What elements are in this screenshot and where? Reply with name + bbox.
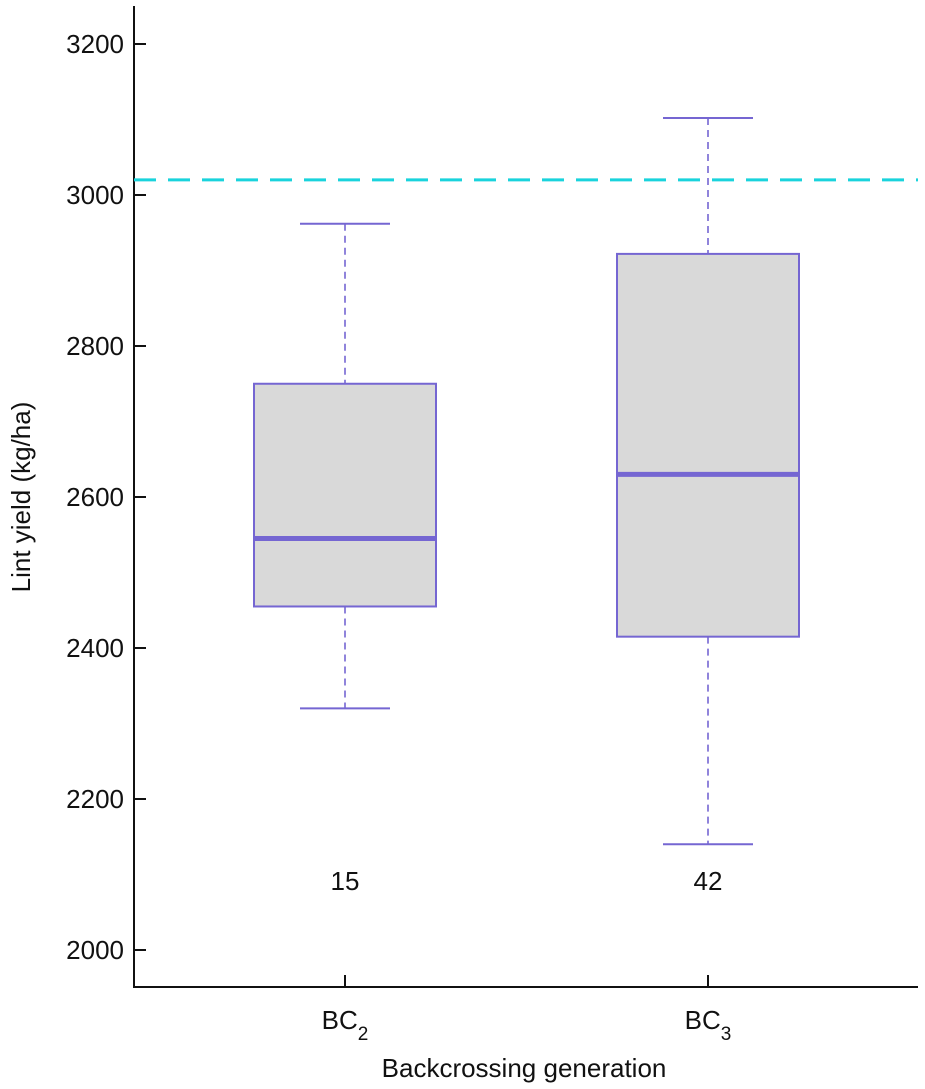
y-tick-label-3000: 3000 bbox=[66, 180, 124, 210]
y-tick-label-2800: 2800 bbox=[66, 331, 124, 361]
x-tick-label-1: BC3 bbox=[685, 1005, 732, 1045]
y-axis-title: Lint yield (kg/ha) bbox=[6, 402, 36, 593]
y-tick-label-2400: 2400 bbox=[66, 633, 124, 663]
box-1: 42 bbox=[616, 116, 800, 896]
y-tick-label-2600: 2600 bbox=[66, 482, 124, 512]
iqr-box bbox=[253, 382, 437, 608]
boxes: 15 42 bbox=[253, 116, 800, 896]
y-axis-ticks: 2000 2200 2400 2600 2800 3000 3200 bbox=[66, 29, 146, 965]
y-tick-label-2200: 2200 bbox=[66, 784, 124, 814]
count-label: 15 bbox=[331, 866, 360, 896]
y-tick-label-3200: 3200 bbox=[66, 29, 124, 59]
count-label: 42 bbox=[694, 866, 723, 896]
box-0: 15 bbox=[253, 222, 437, 896]
y-tick-label-2000: 2000 bbox=[66, 935, 124, 965]
x-tick-label-0: BC2 bbox=[322, 1005, 369, 1045]
x-axis-title: Backcrossing generation bbox=[382, 1053, 667, 1083]
iqr-box bbox=[616, 252, 800, 638]
x-axis-ticks: BC2 BC3 bbox=[322, 975, 732, 1045]
